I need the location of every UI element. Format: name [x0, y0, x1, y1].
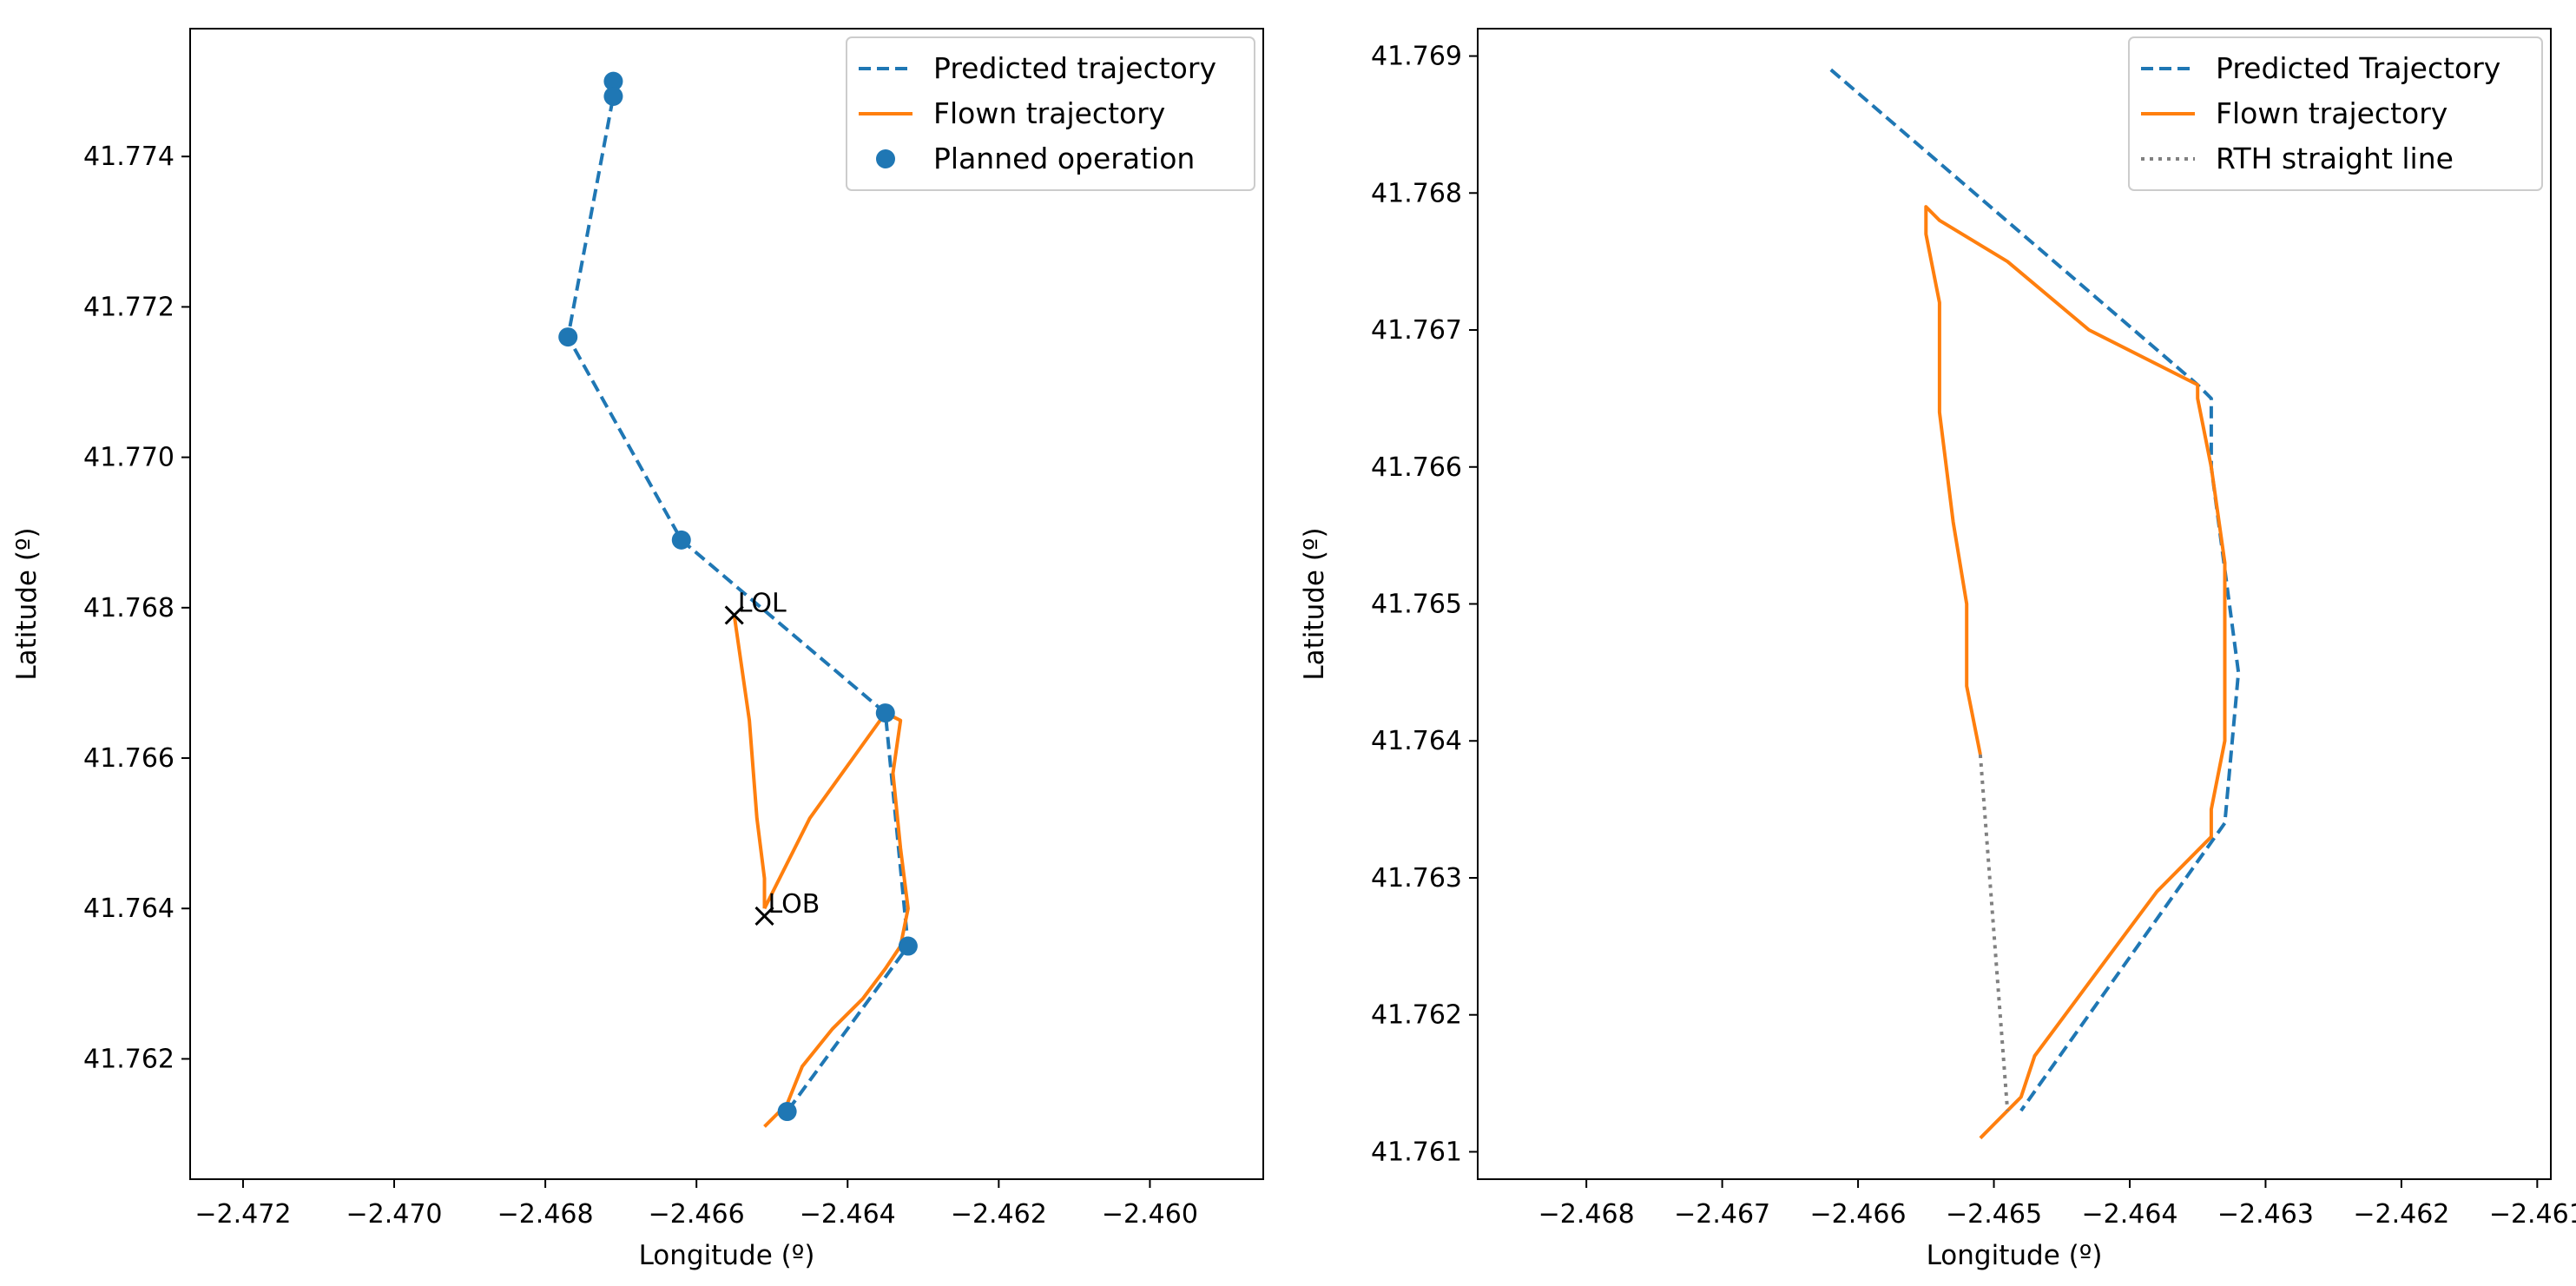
x-tick-label: −2.464: [2081, 1199, 2177, 1230]
annotation-label: LOL: [738, 588, 787, 618]
marker-planned-operation: [558, 327, 578, 347]
x-axis-label: Longitude (º): [639, 1240, 815, 1271]
marker-planned-operation: [603, 71, 623, 91]
x-tick-label: −2.464: [800, 1199, 896, 1230]
y-tick-label: 41.768: [83, 593, 175, 623]
x-tick-label: −2.465: [1946, 1199, 2042, 1230]
legend-label: Flown trajectory: [2216, 96, 2448, 130]
x-tick-label: −2.461: [2489, 1199, 2576, 1230]
legend: [846, 36, 1255, 191]
legend-swatch: [876, 149, 895, 168]
legend-label: Predicted trajectory: [933, 51, 1216, 85]
x-tick-label: −2.466: [1810, 1199, 1907, 1230]
legend: [2128, 36, 2543, 191]
y-tick-label: 41.766: [83, 743, 175, 774]
x-tick-label: −2.467: [1674, 1199, 1770, 1230]
y-tick-label: 41.774: [83, 142, 175, 172]
y-tick-label: 41.766: [1371, 452, 1462, 483]
x-tick-label: −2.462: [951, 1199, 1047, 1230]
series-rth-straight-line: [1978, 754, 2010, 1111]
annotation-label: LOB: [768, 889, 820, 920]
y-tick-label: 41.764: [83, 894, 175, 924]
legend-label: Flown trajectory: [933, 96, 1165, 130]
x-tick-label: −2.472: [194, 1199, 291, 1230]
y-tick-label: 41.765: [1371, 590, 1462, 620]
marker-planned-operation: [671, 530, 691, 550]
y-tick-label: 41.768: [1371, 178, 1462, 208]
plot-area: [189, 28, 1264, 1180]
x-tick-label: −2.468: [497, 1199, 594, 1230]
y-tick-label: 41.767: [1371, 315, 1462, 346]
y-tick-label: 41.762: [1371, 1000, 1462, 1031]
series-flown-trajectory: [1924, 205, 2227, 1140]
annotation-x-marker: [724, 605, 744, 625]
x-tick-label: −2.463: [2217, 1199, 2314, 1230]
legend-label: Predicted Trajectory: [2216, 51, 2500, 85]
marker-planned-operation: [875, 703, 895, 723]
marker-planned-operation: [777, 1102, 797, 1122]
y-tick-label: 41.761: [1371, 1137, 1462, 1167]
annotation-x-marker: [754, 906, 774, 926]
y-axis-label: Latitude (º): [1299, 527, 1330, 680]
y-axis-label: Latitude (º): [11, 527, 43, 680]
x-tick-label: −2.470: [346, 1199, 442, 1230]
y-tick-label: 41.762: [83, 1044, 175, 1074]
y-tick-label: 41.764: [1371, 726, 1462, 756]
y-tick-label: 41.763: [1371, 863, 1462, 894]
x-tick-label: −2.466: [649, 1199, 745, 1230]
x-tick-label: −2.462: [2353, 1199, 2449, 1230]
x-axis-label: Longitude (º): [1927, 1240, 2103, 1271]
legend-label: RTH straight line: [2216, 142, 2454, 175]
x-tick-label: −2.460: [1102, 1199, 1198, 1230]
y-tick-label: 41.770: [83, 443, 175, 473]
plot-right: −2.468 −2.467 −2.466 −2.465 −2.464 −2.463 −2.4…: [1299, 28, 2576, 1271]
y-tick-label: 41.772: [83, 292, 175, 322]
y-tick-label: 41.769: [1371, 42, 1462, 72]
legend-label: Planned operation: [933, 142, 1195, 175]
series-flown-trajectory-outbound: [732, 615, 767, 909]
plot-area: [1477, 28, 2552, 1180]
marker-planned-operation: [898, 936, 918, 956]
plot-left: −2.472 −2.470 −2.468 −2.466 −2.464 −2.462 −2.4…: [11, 28, 1264, 1271]
marker-planned-operation: [603, 86, 623, 106]
x-tick-label: −2.468: [1538, 1199, 1635, 1230]
